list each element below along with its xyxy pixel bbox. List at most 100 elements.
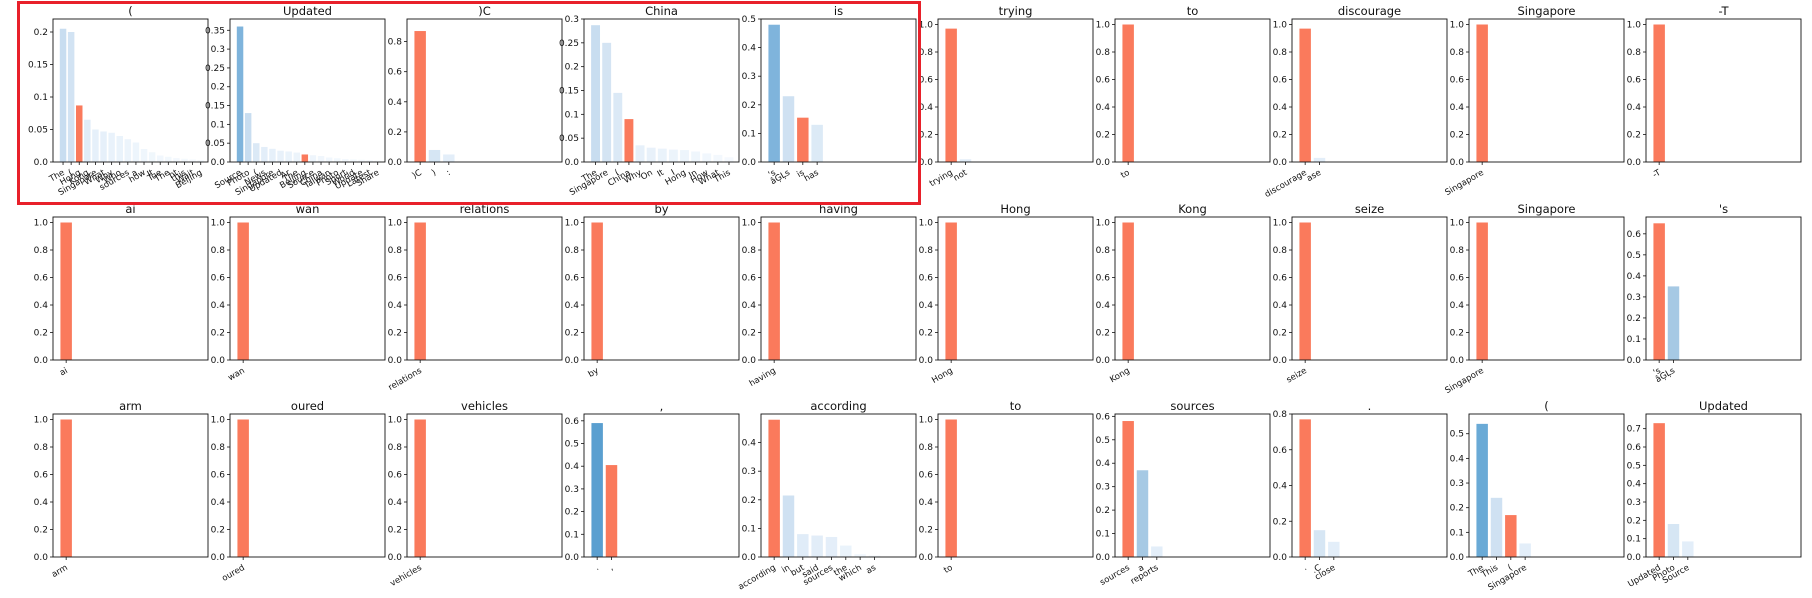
- bar: [244, 113, 252, 162]
- bar: [1490, 497, 1503, 557]
- x-tick-label: Hong: [664, 168, 688, 188]
- subplot-title: China: [645, 4, 678, 18]
- subplot-title: to: [1010, 399, 1022, 413]
- y-tick-label: 0.0: [1273, 553, 1288, 563]
- subplot-title: Updated: [283, 4, 332, 18]
- bar: [1653, 423, 1665, 557]
- bar: [1519, 543, 1531, 557]
- x-tick-label: vehicles: [389, 563, 425, 589]
- bar: [768, 419, 780, 557]
- y-tick-label: 1.0: [1096, 219, 1111, 229]
- y-tick-label: 0.4: [211, 301, 226, 311]
- y-tick-label: 0.4: [919, 103, 934, 113]
- bar: [132, 142, 140, 162]
- subplot-title: according: [810, 399, 866, 413]
- bar: [635, 145, 645, 162]
- y-tick-label: 0.2: [565, 63, 579, 73]
- subplot-title: (: [128, 4, 133, 18]
- subplot-title: by: [654, 202, 668, 216]
- subplot-title: ai: [125, 202, 135, 216]
- bar: [301, 154, 309, 162]
- x-tick-label: ase: [1305, 168, 1323, 184]
- y-tick-label: 0.2: [1627, 131, 1641, 141]
- x-tick-label: ai: [58, 366, 70, 378]
- y-tick-label: 0.0: [742, 158, 757, 168]
- bar: [277, 150, 284, 162]
- subplot: , 0.0 0.1 0.2 0.3 0.4 0.5 0.6.,: [565, 399, 740, 573]
- axes-frame: [1468, 18, 1625, 163]
- subplot: -T 0.0 0.2 0.4 0.6 0.8 1.0 -T: [1627, 4, 1802, 180]
- y-tick-label: 1.0: [1273, 219, 1288, 229]
- bar: [1476, 423, 1488, 557]
- bar: [309, 155, 317, 162]
- y-tick-label: 0.6: [1627, 443, 1642, 453]
- x-tick-label: has: [803, 168, 822, 184]
- y-tick-label: 0.4: [1450, 103, 1465, 113]
- y-tick-label: 0.0: [34, 356, 49, 366]
- bar: [60, 419, 72, 557]
- x-tick-label: relations: [387, 366, 424, 393]
- y-tick-label: 0.6: [565, 274, 580, 284]
- y-tick-label: 0.6: [1450, 76, 1465, 86]
- y-tick-label: 0.2: [34, 526, 48, 536]
- bar: [1476, 24, 1488, 162]
- y-tick-label: 0.6: [388, 68, 403, 78]
- x-tick-label: wan: [226, 366, 246, 383]
- axes-frame: [52, 413, 209, 558]
- bar: [140, 149, 148, 162]
- y-tick-label: 0.4: [211, 498, 226, 508]
- y-tick-label: 1.0: [919, 416, 934, 426]
- bar: [1313, 530, 1326, 557]
- bar: [1299, 419, 1311, 557]
- x-tick-label: in: [780, 563, 792, 576]
- bar: [156, 155, 164, 162]
- bar: [868, 555, 881, 557]
- y-tick-label: 1.0: [388, 416, 403, 426]
- y-tick-label: 0.0: [211, 553, 226, 563]
- bar: [624, 119, 634, 162]
- y-tick-label: 0.6: [742, 274, 757, 284]
- subplot-title: relations: [460, 202, 510, 216]
- y-tick-label: 0.2: [742, 101, 756, 111]
- bar: [333, 158, 341, 162]
- bar: [59, 28, 67, 162]
- y-tick-label: 0.6: [34, 274, 49, 284]
- x-tick-label: (: [1506, 563, 1514, 573]
- bar: [1667, 524, 1680, 557]
- bar: [1476, 222, 1488, 360]
- bar: [1151, 546, 1163, 557]
- subplot: to 0.0 0.2 0.4 0.6 0.8 1.0 to: [919, 399, 1094, 576]
- y-tick-label: 0.0: [388, 553, 403, 563]
- subplot: )C 0.0 0.2 0.4 0.6 0.8)C):: [388, 4, 563, 181]
- y-tick-label: 1.0: [1450, 21, 1465, 31]
- x-tick-label: according: [737, 563, 778, 592]
- y-tick-label: 0.2: [919, 526, 933, 536]
- subplot: Updated0.00.10.20.30.40.50.60.7UpdatedPh…: [1626, 399, 1802, 590]
- y-tick-label: 0.0: [1273, 158, 1288, 168]
- bar: [116, 136, 123, 162]
- y-tick-label: 0.8: [919, 48, 934, 58]
- bar: [374, 160, 381, 162]
- bar: [768, 24, 780, 162]
- y-tick-label: 0.8: [919, 246, 934, 256]
- y-tick-label: 1.0: [742, 219, 757, 229]
- y-tick-label: 0.0: [211, 356, 226, 366]
- y-tick-label: 0.8: [1450, 246, 1465, 256]
- bar: [414, 222, 426, 360]
- y-tick-label: 0.6: [1450, 274, 1465, 284]
- bar: [261, 146, 268, 162]
- y-tick-label: 0.8: [742, 246, 757, 256]
- y-tick-label: 0.15: [28, 61, 48, 71]
- y-tick-label: 0.0: [1450, 158, 1465, 168]
- bar: [702, 153, 712, 162]
- y-tick-label: 1.0: [388, 219, 403, 229]
- subplot: China0.00.050.10.150.20.250.3TheSingapor…: [559, 4, 740, 198]
- y-tick-label: 1.0: [919, 219, 934, 229]
- y-tick-label: 0.8: [1450, 48, 1465, 58]
- axes-frame: [1468, 413, 1625, 558]
- x-tick-label: I: [670, 168, 677, 178]
